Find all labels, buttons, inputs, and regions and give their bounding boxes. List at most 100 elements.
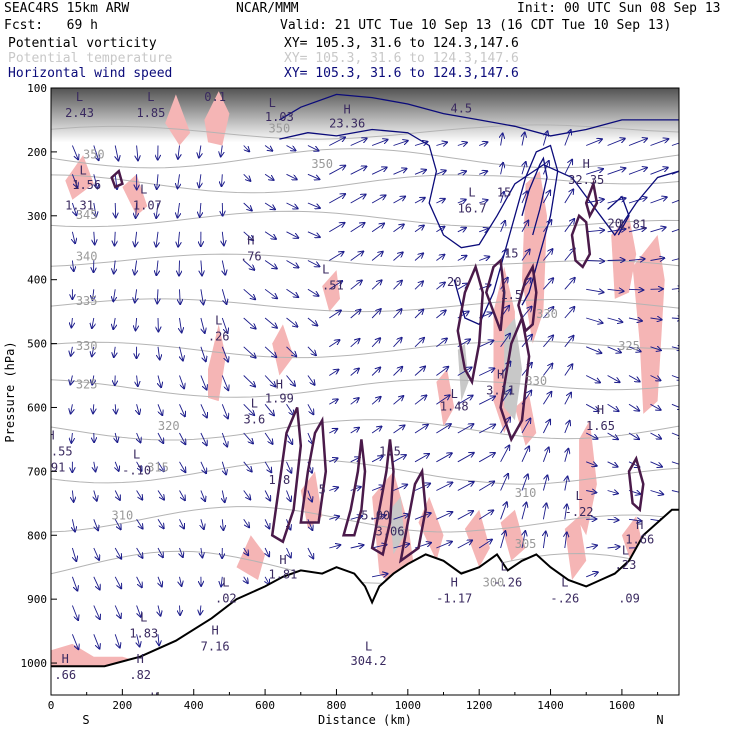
pv-contour bbox=[341, 439, 367, 537]
wind-vector bbox=[264, 490, 270, 501]
theta-contour-label: 350 bbox=[311, 157, 333, 171]
y-tick-label: 1000 bbox=[21, 657, 48, 670]
wind-vector bbox=[200, 202, 201, 217]
wind-vector bbox=[586, 545, 597, 548]
wind-vector bbox=[71, 547, 76, 561]
wind-vector bbox=[286, 346, 297, 357]
pv-extremum-label: H bbox=[583, 157, 590, 171]
wind-vector bbox=[264, 317, 277, 328]
y-tick-label: 400 bbox=[27, 274, 47, 287]
wind-vector bbox=[94, 174, 98, 188]
wind-vector bbox=[479, 171, 487, 174]
pv-extremum-label: 91 bbox=[51, 460, 65, 474]
wind-vector bbox=[286, 317, 298, 327]
wind-vector bbox=[200, 605, 201, 615]
pv-extremum-label: .02 bbox=[215, 591, 237, 605]
x-tick-label: 600 bbox=[255, 699, 275, 712]
theta-contour-label: 310 bbox=[515, 486, 537, 500]
wind-vector bbox=[393, 169, 407, 175]
theta-contour-label: 305 bbox=[515, 537, 537, 551]
pv-extremum-label: L bbox=[468, 186, 475, 200]
pv-contour bbox=[110, 168, 124, 189]
wind-vector bbox=[94, 490, 97, 501]
wind-vector bbox=[671, 142, 679, 146]
wind-vector bbox=[350, 310, 361, 319]
wind-vector bbox=[92, 346, 94, 357]
wind-vector bbox=[307, 432, 313, 444]
pv-extremum-label: 1.5 bbox=[500, 288, 522, 302]
theta-contour bbox=[51, 550, 679, 584]
wind-vector bbox=[628, 198, 647, 204]
pv-extremum-label: .26 bbox=[208, 329, 230, 343]
pv-extremum-label: 7.16 bbox=[201, 639, 230, 653]
wind-vector bbox=[329, 340, 339, 348]
wind-vector bbox=[329, 281, 342, 290]
wind-vector bbox=[180, 289, 181, 304]
wind-vector bbox=[243, 519, 249, 527]
wind-vector bbox=[393, 396, 404, 405]
wind-vector bbox=[393, 141, 408, 146]
wind-vector bbox=[457, 200, 466, 203]
high-pv-shading bbox=[122, 174, 148, 216]
wind-vector bbox=[372, 574, 387, 577]
wind-vector bbox=[393, 252, 403, 261]
wind-vector bbox=[157, 461, 164, 472]
pv-contour bbox=[484, 257, 506, 332]
wind-vector bbox=[478, 453, 495, 463]
pv-extremum-label: 1.83 bbox=[129, 626, 158, 640]
wind-vector bbox=[436, 395, 449, 405]
pv-extremum-label: -.26 bbox=[550, 591, 579, 605]
wind-vector bbox=[179, 404, 185, 416]
wind-vector bbox=[200, 346, 206, 362]
wind-vector bbox=[650, 461, 663, 467]
wind-vector bbox=[607, 260, 625, 261]
wind-vector bbox=[521, 191, 527, 204]
wind-contour-label: 15 bbox=[497, 186, 511, 200]
wind-vector bbox=[628, 375, 640, 382]
pv-extremum-label: 4.5 bbox=[450, 101, 472, 115]
pv-extremum-label: -.26 bbox=[493, 575, 522, 589]
wind-vector bbox=[457, 367, 472, 376]
y-tick-label: 100 bbox=[27, 82, 47, 95]
pv-extremum-label: H bbox=[47, 428, 54, 442]
wind-vector bbox=[436, 199, 445, 203]
pv-extremum-label: .51 bbox=[322, 278, 344, 292]
wind-vector bbox=[137, 375, 138, 387]
pv-contour bbox=[627, 455, 645, 513]
wind-vector bbox=[71, 605, 78, 621]
pv-contour bbox=[370, 439, 395, 557]
wind-vector bbox=[564, 160, 572, 175]
wind-vector bbox=[671, 171, 679, 175]
wind-vector bbox=[607, 198, 626, 204]
wind-speed-contour bbox=[521, 156, 548, 236]
wind-vector bbox=[307, 404, 314, 414]
wind-vector bbox=[371, 368, 380, 376]
wind-vector bbox=[221, 375, 228, 391]
wind-vector bbox=[414, 395, 426, 405]
wind-vector bbox=[137, 432, 141, 442]
pv-extremum-label: 1.66 bbox=[625, 533, 654, 547]
wind-vector bbox=[521, 474, 528, 491]
wind-vector bbox=[71, 346, 73, 356]
x-axis-label: Distance (km) bbox=[318, 713, 412, 727]
wind-vector bbox=[371, 427, 381, 434]
wind-vector bbox=[222, 260, 225, 275]
pv-extremum-label: 1.5 bbox=[379, 444, 401, 458]
wind-vector bbox=[564, 336, 574, 348]
wind-vector bbox=[137, 634, 140, 646]
wind-vector bbox=[586, 261, 604, 262]
wind-vector bbox=[329, 516, 339, 519]
wind-vector bbox=[586, 572, 598, 578]
wind-vector bbox=[243, 260, 255, 270]
pv-extremum-label: L bbox=[140, 182, 147, 196]
wind-vector bbox=[264, 288, 277, 298]
wind-vector bbox=[244, 547, 249, 555]
pv-extremum-label: H bbox=[137, 652, 144, 666]
pv-extremum-label: L bbox=[251, 396, 258, 410]
wind-vector bbox=[479, 229, 488, 232]
wind-vector bbox=[436, 512, 452, 520]
wind-vector bbox=[478, 540, 492, 549]
wind-vector bbox=[543, 392, 551, 405]
field-xy-theta: XY= 105.3, 31.6 to 124.3,147.6 bbox=[284, 51, 519, 66]
